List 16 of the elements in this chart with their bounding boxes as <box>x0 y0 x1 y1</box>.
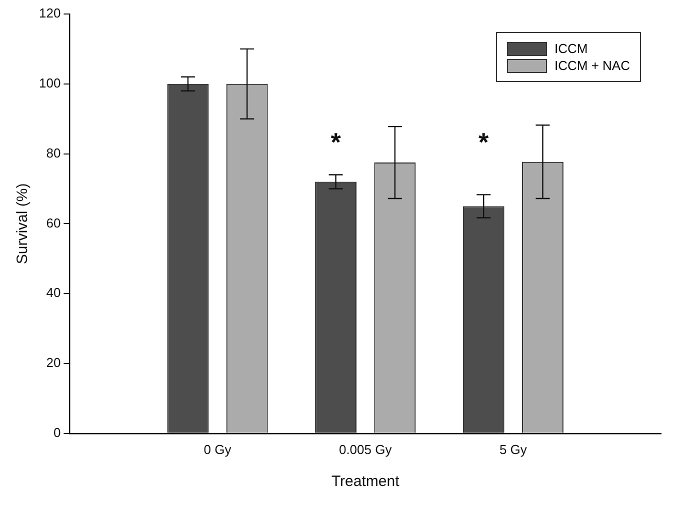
x-tick-label: 0 Gy <box>204 442 232 457</box>
y-tick-label: 40 <box>46 285 61 300</box>
x-axis-title: Treatment <box>331 473 400 490</box>
y-tick-label: 20 <box>46 355 61 370</box>
y-tick-label: 60 <box>46 215 61 230</box>
y-tick-label: 80 <box>46 145 61 160</box>
y-tick-label: 100 <box>38 75 61 90</box>
annotation: * <box>478 127 490 158</box>
y-axis-title: Survival (%) <box>14 183 32 264</box>
y-tick-label: 120 <box>38 6 61 21</box>
legend-label: ICCM + NAC <box>554 58 630 73</box>
y-tick-label: 0 <box>53 424 61 440</box>
annotation: * <box>330 127 342 158</box>
x-tick-label: 0.005 Gy <box>338 442 392 457</box>
legend-label: ICCM <box>554 41 588 56</box>
x-tick-label: 5 Gy <box>499 442 528 457</box>
